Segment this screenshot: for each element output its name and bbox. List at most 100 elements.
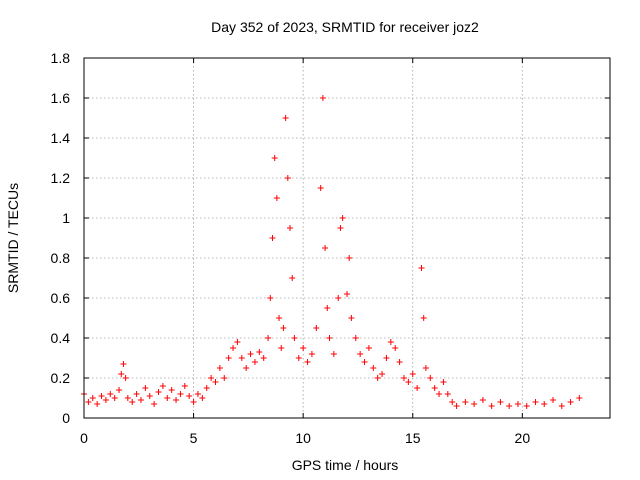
data-point xyxy=(405,379,412,385)
data-point xyxy=(506,403,513,409)
data-point xyxy=(396,359,403,365)
data-point xyxy=(427,375,434,381)
data-point xyxy=(199,395,206,401)
data-point xyxy=(300,345,307,351)
data-point xyxy=(436,391,443,397)
data-point xyxy=(155,389,162,395)
data-point xyxy=(444,391,451,397)
data-point xyxy=(414,385,421,391)
data-point xyxy=(164,395,171,401)
data-point xyxy=(111,395,118,401)
data-point xyxy=(357,351,364,357)
data-point xyxy=(337,225,344,231)
data-point xyxy=(284,175,291,181)
x-axis-label: GPS time / hours xyxy=(292,457,399,473)
data-point xyxy=(558,403,565,409)
data-point xyxy=(479,397,486,403)
data-point xyxy=(203,385,210,391)
data-point xyxy=(234,339,241,345)
data-point xyxy=(251,359,258,365)
data-point xyxy=(208,375,215,381)
data-point xyxy=(400,375,407,381)
data-point xyxy=(122,375,129,381)
data-point xyxy=(567,399,574,405)
x-tick-label: 10 xyxy=(295,430,311,446)
data-point xyxy=(514,401,521,407)
data-point xyxy=(418,265,425,271)
data-point xyxy=(326,335,333,341)
data-point xyxy=(247,351,254,357)
data-point xyxy=(168,387,175,393)
data-point xyxy=(453,403,460,409)
data-point xyxy=(243,365,250,371)
data-point xyxy=(346,255,353,261)
data-point xyxy=(330,351,337,357)
data-marks xyxy=(81,95,583,409)
x-tick-label: 15 xyxy=(405,430,421,446)
data-point xyxy=(177,391,184,397)
y-tick-label: 1.2 xyxy=(51,170,71,186)
data-point xyxy=(124,395,131,401)
data-point xyxy=(221,375,228,381)
y-tick-label: 0.8 xyxy=(51,250,71,266)
y-tick-label: 0.6 xyxy=(51,290,71,306)
y-tick-label: 0.2 xyxy=(51,370,71,386)
data-point xyxy=(449,399,456,405)
data-point xyxy=(523,403,530,409)
data-point xyxy=(271,155,278,161)
data-point xyxy=(295,355,302,361)
data-point xyxy=(308,351,315,357)
data-point xyxy=(120,361,127,367)
data-point xyxy=(267,295,274,301)
data-point xyxy=(287,225,294,231)
data-point xyxy=(348,315,355,321)
data-point xyxy=(335,295,342,301)
data-point xyxy=(133,391,140,397)
data-point xyxy=(181,383,188,389)
data-point xyxy=(313,325,320,331)
data-point xyxy=(365,345,372,351)
data-point xyxy=(361,359,368,365)
data-point xyxy=(576,395,583,401)
data-point xyxy=(289,275,296,281)
y-tick-label: 1 xyxy=(62,210,70,226)
data-point xyxy=(151,401,158,407)
y-axis-label: SRMTID / TECUs xyxy=(5,183,21,293)
data-point xyxy=(383,355,390,361)
data-point xyxy=(225,355,232,361)
data-point xyxy=(186,393,193,399)
chart-title: Day 352 of 2023, SRMTID for receiver joz… xyxy=(211,19,479,35)
data-point xyxy=(379,371,386,377)
data-point xyxy=(462,399,469,405)
data-point xyxy=(212,379,219,385)
data-point xyxy=(550,397,557,403)
data-point xyxy=(94,401,101,407)
data-point xyxy=(256,349,263,355)
y-tick-label: 0 xyxy=(62,410,70,426)
data-point xyxy=(304,359,311,365)
data-point xyxy=(374,375,381,381)
data-point xyxy=(116,387,123,393)
data-point xyxy=(146,393,153,399)
data-point xyxy=(159,383,166,389)
data-point xyxy=(282,115,289,121)
data-point xyxy=(260,355,267,361)
data-point xyxy=(265,335,272,341)
data-point xyxy=(322,245,329,251)
grid-layer xyxy=(84,58,610,418)
x-tick-label: 5 xyxy=(190,430,198,446)
data-point xyxy=(541,401,548,407)
data-point xyxy=(532,399,539,405)
data-point xyxy=(431,385,438,391)
data-point xyxy=(471,401,478,407)
data-point xyxy=(137,397,144,403)
data-point xyxy=(278,345,285,351)
data-point xyxy=(370,365,377,371)
x-tick-label: 20 xyxy=(515,430,531,446)
data-point xyxy=(409,371,416,377)
data-point xyxy=(319,95,326,101)
data-point xyxy=(98,393,105,399)
data-point xyxy=(118,371,125,377)
data-point xyxy=(497,399,504,405)
data-point xyxy=(129,399,136,405)
